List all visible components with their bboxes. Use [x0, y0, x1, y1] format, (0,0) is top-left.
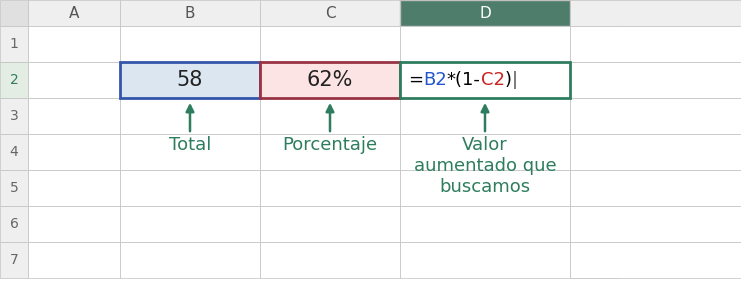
- Bar: [570, 98, 741, 134]
- Text: 7: 7: [10, 253, 19, 267]
- Text: C2: C2: [481, 71, 505, 89]
- Bar: [120, 134, 260, 170]
- Bar: [0, 242, 28, 278]
- Text: C: C: [325, 5, 336, 21]
- Bar: [570, 26, 741, 62]
- Text: 4: 4: [10, 145, 19, 159]
- Text: Porcentaje: Porcentaje: [282, 136, 378, 154]
- Text: ): ): [505, 71, 511, 89]
- Bar: [400, 98, 570, 134]
- Bar: [570, 134, 620, 170]
- Bar: [120, 62, 260, 98]
- Bar: [120, 170, 260, 206]
- Bar: [28, 242, 120, 278]
- Bar: [570, 98, 620, 134]
- Text: Total: Total: [169, 136, 211, 154]
- Text: B2: B2: [423, 71, 447, 89]
- Bar: [260, 242, 400, 278]
- Bar: [28, 206, 120, 242]
- Bar: [260, 206, 400, 242]
- Bar: [260, 26, 400, 62]
- Text: *(1-: *(1-: [447, 71, 481, 89]
- Text: 3: 3: [10, 109, 19, 123]
- Bar: [28, 98, 120, 134]
- Bar: [260, 62, 400, 98]
- Bar: [120, 98, 260, 134]
- Bar: [0, 206, 28, 242]
- Bar: [0, 0, 28, 26]
- Text: |: |: [511, 71, 518, 89]
- Bar: [400, 62, 570, 98]
- Bar: [570, 134, 741, 170]
- Bar: [400, 206, 570, 242]
- Bar: [570, 62, 620, 98]
- Bar: [570, 242, 741, 278]
- Bar: [570, 62, 741, 98]
- Bar: [570, 242, 620, 278]
- Bar: [260, 134, 400, 170]
- Text: 6: 6: [10, 217, 19, 231]
- Bar: [400, 134, 570, 170]
- Text: A: A: [69, 5, 79, 21]
- Bar: [260, 62, 400, 98]
- Bar: [570, 170, 741, 206]
- Text: D: D: [479, 5, 491, 21]
- Bar: [400, 26, 570, 62]
- Bar: [28, 170, 120, 206]
- Text: 2: 2: [10, 73, 19, 87]
- Bar: [570, 170, 620, 206]
- Bar: [0, 134, 28, 170]
- Text: 1: 1: [10, 37, 19, 51]
- Bar: [260, 170, 400, 206]
- Bar: [0, 62, 28, 98]
- Bar: [400, 62, 570, 98]
- Bar: [260, 0, 400, 26]
- Bar: [28, 134, 120, 170]
- Text: 5: 5: [10, 181, 19, 195]
- Text: =: =: [408, 71, 423, 89]
- Bar: [120, 26, 260, 62]
- Bar: [260, 98, 400, 134]
- Bar: [28, 62, 120, 98]
- Bar: [28, 0, 120, 26]
- Bar: [120, 0, 260, 26]
- Bar: [570, 26, 620, 62]
- Text: 62%: 62%: [307, 70, 353, 90]
- Bar: [120, 242, 260, 278]
- Bar: [400, 0, 570, 26]
- Bar: [570, 206, 620, 242]
- Text: Valor
aumentado que
buscamos: Valor aumentado que buscamos: [413, 136, 556, 196]
- Bar: [120, 62, 260, 98]
- Text: 58: 58: [177, 70, 203, 90]
- Bar: [0, 170, 28, 206]
- Bar: [400, 242, 570, 278]
- Bar: [400, 170, 570, 206]
- Bar: [0, 98, 28, 134]
- Bar: [570, 0, 741, 26]
- Bar: [28, 26, 120, 62]
- Bar: [120, 206, 260, 242]
- Bar: [0, 26, 28, 62]
- Bar: [570, 206, 741, 242]
- Text: B: B: [185, 5, 195, 21]
